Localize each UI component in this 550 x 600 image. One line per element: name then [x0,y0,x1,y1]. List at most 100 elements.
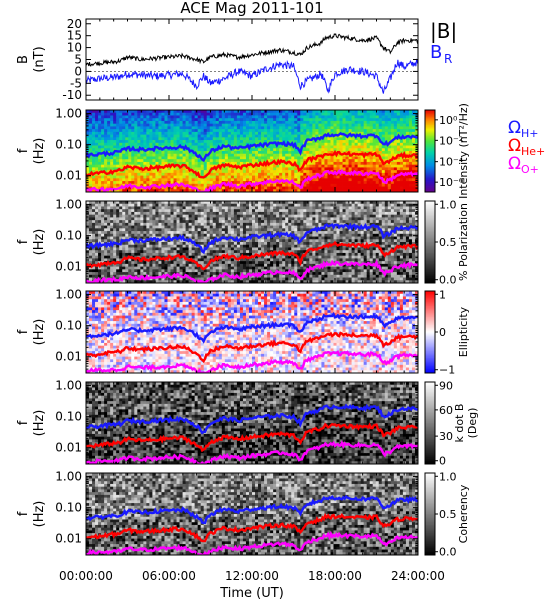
colorbar-tick-label: 10⁰ [439,114,458,127]
colorbar: 90 60 30 0 k dot B (Deg) [424,379,479,468]
colorbar-swatch [425,542,435,545]
y-tick-label: 1.00 [55,379,82,393]
colorbar-swatch [425,550,435,553]
colorbar-label: Ellipticity [457,306,470,357]
colorbar-swatch [425,333,435,336]
colorbar-swatch [425,182,435,185]
colorbar-swatch [425,120,435,123]
y-axis-label: f [16,239,31,244]
colorbar-swatch [425,299,435,301]
panel-5: 1.00 0.10 0.01 f (Hz) 90 60 30 0 k dot B (Deg) [16,379,479,468]
colorbar-swatch [425,500,435,503]
colorbar-swatch [425,390,435,392]
colorbar-swatch [425,237,435,240]
gyrofrequency-line-heplus [86,149,418,179]
colorbar-swatch [425,401,435,403]
colorbar-swatch [425,174,435,176]
colorbar-swatch [425,116,435,119]
colorbar-swatch [425,307,435,310]
colorbar-swatch [425,164,435,167]
colorbar-swatch [425,111,435,114]
colorbar-swatch [425,423,435,425]
colorbar-swatch [425,189,435,192]
colorbar-swatch [425,403,435,406]
colorbar-swatch [425,531,435,534]
colorbar-swatch [425,488,435,490]
colorbar-frame [424,381,436,465]
colorbar-swatch [425,537,435,539]
colorbar-swatch [425,126,435,129]
gyrofrequency-line-hplus [86,311,418,344]
colorbar-swatch [425,394,435,397]
colorbar-swatch [425,392,435,395]
y-axis-label: f [16,420,31,425]
colorbar-tick-label: 0.5 [439,508,457,521]
colorbar-swatch [425,492,435,494]
colorbar-tick-label: 0.0 [439,546,457,559]
colorbar-swatch [425,248,435,251]
colorbar-swatch [425,515,435,518]
y-axis-unit: (nT) [32,46,47,72]
colorbar-swatch [425,172,435,175]
colorbar-swatch [425,370,435,373]
x-axis-label: Time (UT) [219,586,284,600]
colorbar-swatch [425,175,435,178]
gyrofrequency-line-hplus [86,131,418,163]
colorbar-swatch [425,145,435,148]
colorbar-swatch [425,259,435,262]
colorbar-swatch [425,277,435,280]
colorbar-swatch [425,170,435,172]
colorbar-swatch [425,222,435,225]
y-axis-unit: (Hz) [32,501,47,528]
colorbar-swatch [425,451,435,454]
colorbar-swatch [425,207,435,210]
colorbar-swatch [425,321,435,323]
spectrogram-image [86,473,418,555]
colorbar-tick-label: 30 [439,430,453,443]
colorbar-swatch [425,181,435,183]
colorbar-swatch [425,509,435,512]
colorbar-swatch [425,148,435,151]
legend-entry-omega-heplus-subscript: He+ [521,145,545,158]
colorbar-swatch [425,119,435,122]
colorbar-swatch [425,250,435,252]
colorbar-swatch [425,337,435,340]
y-tick-label: 10 [67,41,82,55]
colorbar-swatch [425,352,435,355]
y-tick-label: 20 [67,17,82,31]
colorbar-swatch [425,395,435,398]
colorbar-swatch [425,308,435,311]
panel-3: 1.00 0.10 0.01 f (Hz) 1.0 0.5 0.0% Polarization [16,198,470,287]
colorbar-swatch [425,384,435,387]
y-tick-label: 1.00 [55,470,82,484]
colorbar-tick-label: −1 [439,364,455,377]
spectrogram-image [86,201,418,283]
colorbar-swatch [425,210,435,213]
colorbar-swatch [425,364,435,367]
colorbar-swatch [425,166,435,168]
colorbar-swatch [425,461,435,464]
series-line-b-r [86,58,418,94]
y-tick-label: 0.10 [55,138,82,152]
colorbar-swatch [425,520,435,523]
colorbar-swatch [425,267,435,270]
colorbar-swatch [425,316,435,319]
colorbar-swatch [425,110,435,112]
colorbar-swatch [425,122,435,125]
colorbar-label-unit: (Deg) [466,408,479,439]
colorbar-swatch [425,224,435,226]
colorbar-swatch [425,310,435,312]
legend-entry-omega-oplus-subscript: O+ [521,163,539,176]
colorbar-swatch [425,272,435,274]
colorbar-swatch [425,163,435,166]
gyrofrequency-line-oplus [86,350,418,373]
x-tick-label: 00:00:00 [59,569,113,583]
colorbar-swatch [425,115,435,118]
colorbar-swatch [425,311,435,314]
colorbar-swatch [425,167,435,170]
colorbar-swatch [425,304,435,307]
colorbar-swatch [425,368,435,371]
colorbar-swatch [425,236,435,239]
